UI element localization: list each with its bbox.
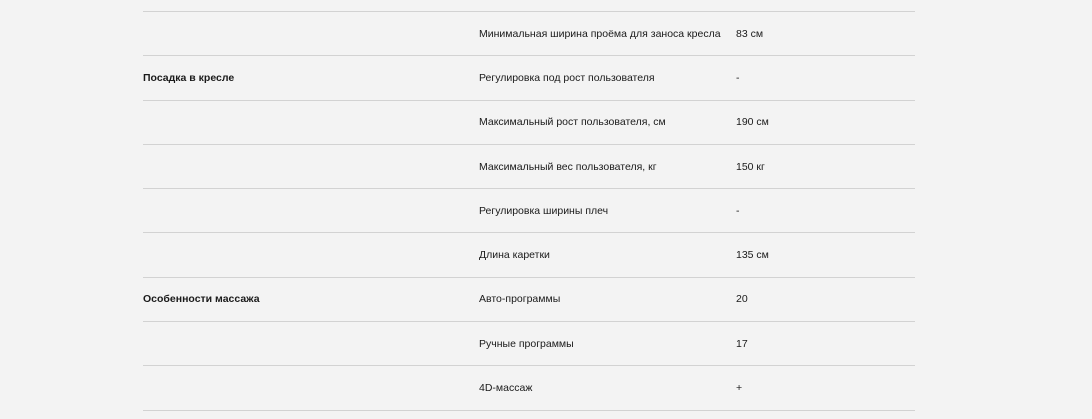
table-row: Посадка в кресле Регулировка под рост пол… [143,56,915,101]
specs-table: Минимальная ширина проёма для заноса кре… [143,11,915,411]
table-row: Особенности массажа Авто-программы 20 [143,278,915,323]
param-cell: Регулировка ширины плеч [479,204,609,217]
param-cell: Максимальный вес пользователя, кг [479,160,657,173]
table-row: 4D-массаж + [143,366,915,411]
value-cell: - [736,71,740,84]
param-cell: Ручные программы [479,337,574,350]
value-cell: 135 см [736,249,769,262]
value-cell: 190 см [736,116,769,129]
table-row: Максимальный вес пользователя, кг 150 кг [143,145,915,190]
value-cell: 17 [736,337,748,350]
param-cell: Максимальный рост пользователя, см [479,116,666,129]
category-cell: Посадка в кресле [143,71,235,84]
value-cell: + [736,382,743,395]
param-cell: Минимальная ширина проёма для заноса кре… [479,27,721,40]
table-row: Ручные программы 17 [143,322,915,367]
param-cell: 4D-массаж [479,382,533,395]
table-row: Регулировка ширины плеч - [143,189,915,234]
param-cell: Длина каретки [479,249,550,262]
value-cell: 150 кг [736,160,765,173]
table-row: Длина каретки 135 см [143,233,915,278]
value-cell: - [736,204,740,217]
param-cell: Регулировка под рост пользователя [479,71,655,84]
table-row: Максимальный рост пользователя, см 190 см [143,101,915,145]
category-cell: Особенности массажа [143,293,260,306]
value-cell: 20 [736,293,748,306]
table-row: Минимальная ширина проёма для заноса кре… [143,12,915,57]
value-cell: 83 см [736,27,764,40]
param-cell: Авто-программы [479,293,561,306]
